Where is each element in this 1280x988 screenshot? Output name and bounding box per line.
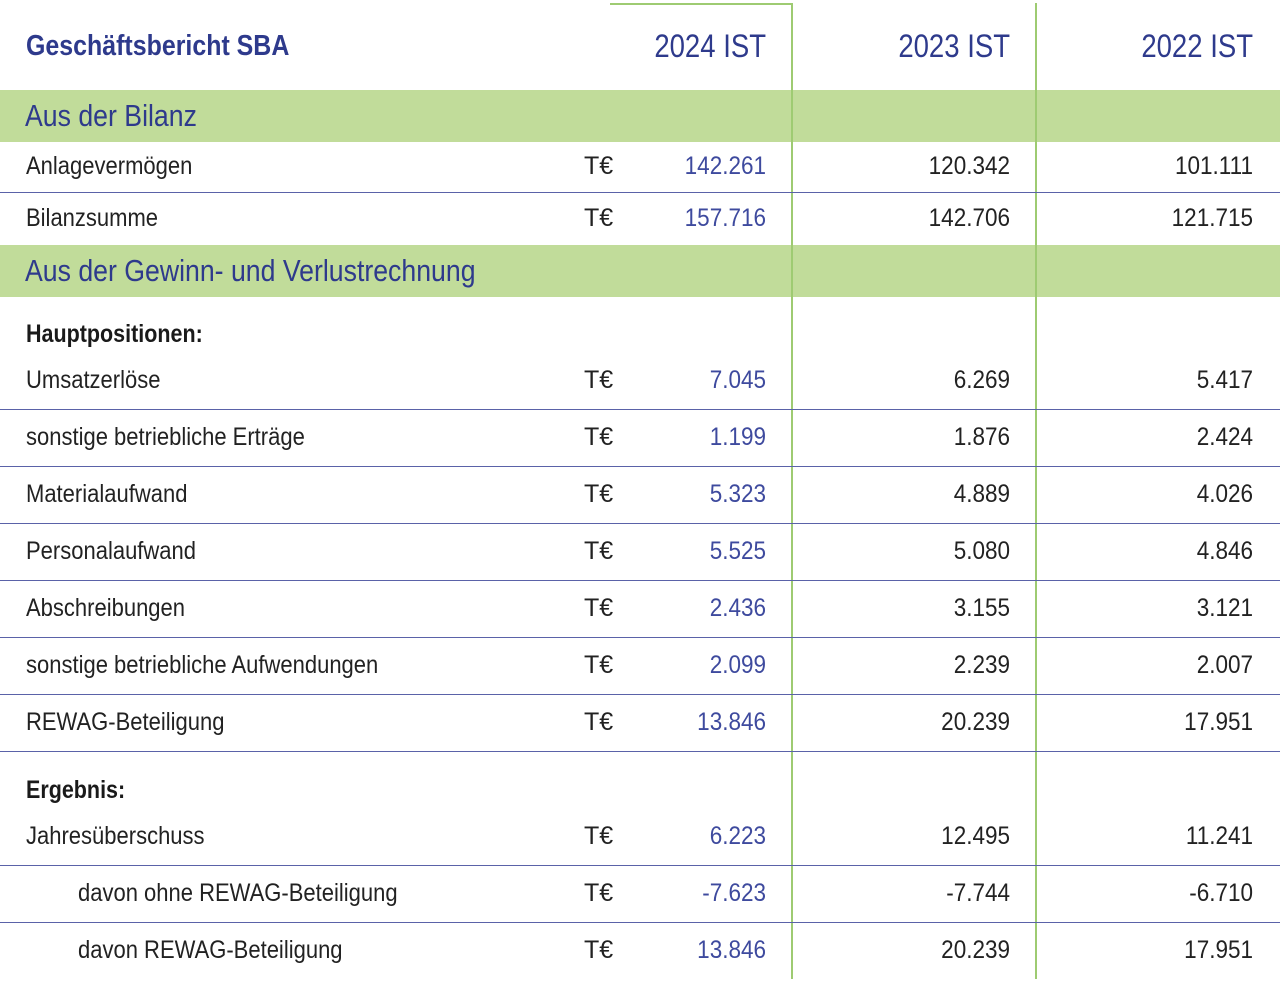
row-unit: T€ [584,204,614,232]
subheading-ergebnis: Ergebnis: [26,776,126,804]
value-2023: 2.239 [953,651,1010,679]
value-2024: 157.716 [684,204,766,232]
row-separator [0,409,1280,410]
row-unit: T€ [584,423,614,451]
row-unit: T€ [584,594,614,622]
row-separator [0,466,1280,467]
row-unit: T€ [584,366,614,394]
value-2022: 17.951 [1184,936,1253,964]
row-unit: T€ [584,152,614,180]
row-unit: T€ [584,879,614,907]
column-header-2022: 2022 IST [1141,28,1253,64]
row-label: davon ohne REWAG-Beteiligung [78,879,398,907]
value-2023: 1.876 [953,423,1010,451]
value-2024: 142.261 [684,152,766,180]
row-label: Jahresüberschuss [26,822,205,850]
value-2024: 13.846 [697,936,766,964]
row-separator [0,192,1280,193]
value-2022: 4.026 [1196,480,1253,508]
value-2024: 13.846 [697,708,766,736]
section-label-guv: Aus der Gewinn- und Verlustrechnung [25,253,476,288]
value-2023: 20.239 [941,936,1010,964]
row-unit: T€ [584,537,614,565]
value-2023: 20.239 [941,708,1010,736]
row-label: REWAG-Beteiligung [26,708,225,736]
row-unit: T€ [584,936,614,964]
value-2022: 121.715 [1171,204,1253,232]
row-label: Umsatzerlöse [26,366,161,394]
value-2022: 17.951 [1184,708,1253,736]
row-label: Abschreibungen [26,594,186,622]
section-band-bilanz: Aus der Bilanz [0,90,1280,142]
value-2023: 3.155 [953,594,1010,622]
column-divider-2023 [1035,3,1037,979]
row-separator [0,694,1280,695]
value-2023: 12.495 [941,822,1010,850]
column-header-2024: 2024 IST [654,28,766,64]
value-2022: 2.007 [1196,651,1253,679]
value-2023: 5.080 [953,537,1010,565]
row-separator [0,523,1280,524]
row-separator [0,580,1280,581]
row-label: sonstige betriebliche Aufwendungen [26,651,379,679]
value-2024: 7.045 [709,366,766,394]
column-highlight-top-border [610,3,793,5]
row-label: Personalaufwand [26,537,197,565]
row-unit: T€ [584,480,614,508]
row-separator [0,637,1280,638]
row-unit: T€ [584,651,614,679]
row-separator [0,865,1280,866]
value-2024: 2.099 [709,651,766,679]
value-2022: 5.417 [1196,366,1253,394]
value-2023: 4.889 [953,480,1010,508]
row-label: Anlagevermögen [26,152,193,180]
column-divider-2024 [791,3,793,979]
row-label: Materialaufwand [26,480,188,508]
value-2022: 3.121 [1196,594,1253,622]
report-title: Geschäftsbericht SBA [26,30,290,62]
section-label-bilanz: Aus der Bilanz [25,98,197,133]
value-2024: 5.525 [709,537,766,565]
section-band-guv: Aus der Gewinn- und Verlustrechnung [0,245,1280,297]
value-2024: 5.323 [709,480,766,508]
value-2022: -6.710 [1189,879,1253,907]
value-2022: 11.241 [1185,822,1253,850]
row-separator [0,751,1280,752]
value-2022: 4.846 [1196,537,1253,565]
row-label: Bilanzsumme [26,204,159,232]
value-2024: 6.223 [709,822,766,850]
value-2023: 120.342 [928,152,1010,180]
row-separator [0,922,1280,923]
row-unit: T€ [584,822,614,850]
row-unit: T€ [584,708,614,736]
value-2023: 6.269 [953,366,1010,394]
row-label: sonstige betriebliche Erträge [26,423,305,451]
value-2024: 1.199 [709,423,766,451]
subheading-hauptpositionen: Hauptpositionen: [26,320,203,348]
value-2024: -7.623 [702,879,766,907]
value-2022: 2.424 [1196,423,1253,451]
value-2023: -7.744 [946,879,1010,907]
column-header-2023: 2023 IST [898,28,1010,64]
row-label: davon REWAG-Beteiligung [78,936,343,964]
value-2024: 2.436 [709,594,766,622]
value-2023: 142.706 [928,204,1010,232]
value-2022: 101.111 [1174,152,1253,180]
